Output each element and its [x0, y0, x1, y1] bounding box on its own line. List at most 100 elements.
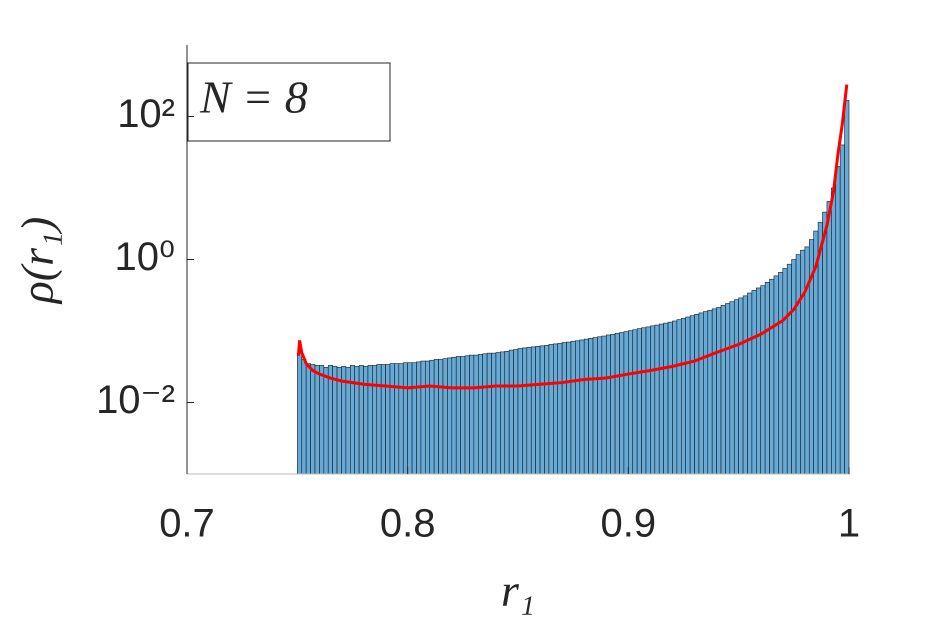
bar — [486, 352, 492, 475]
annotation: N = 8 — [199, 72, 308, 123]
bar — [380, 364, 386, 475]
y-axis-label: ρ(r₁) — [12, 217, 63, 306]
bar — [425, 360, 431, 475]
annotation-box — [187, 62, 391, 142]
bar — [654, 324, 660, 475]
bar — [786, 263, 792, 475]
bar — [685, 316, 691, 475]
bar — [707, 309, 713, 475]
bar — [623, 331, 629, 475]
bar — [323, 367, 329, 475]
plot-area — [296, 84, 850, 475]
bar — [464, 355, 470, 475]
bar — [641, 327, 647, 475]
bar — [389, 363, 395, 475]
bar — [769, 278, 775, 475]
bar — [407, 362, 413, 475]
x-tick-label: 0.8 — [380, 502, 436, 546]
bar — [822, 211, 828, 475]
bar — [800, 249, 806, 475]
bar — [297, 352, 303, 475]
bar — [680, 318, 687, 475]
bar — [703, 311, 709, 475]
bar — [451, 356, 457, 475]
bar — [632, 329, 638, 475]
bar — [469, 354, 475, 475]
bar — [672, 320, 678, 475]
bar — [747, 292, 753, 475]
bar — [778, 272, 784, 475]
bar — [711, 308, 717, 475]
bar — [570, 340, 576, 475]
bar — [773, 275, 779, 475]
y-tick-label: 10² — [117, 92, 175, 136]
bar — [725, 303, 731, 475]
bar — [367, 365, 373, 475]
bar — [835, 166, 841, 475]
bar — [332, 366, 338, 475]
bar — [601, 335, 607, 475]
bar — [553, 343, 559, 475]
bar — [764, 281, 770, 475]
bar — [310, 364, 316, 475]
x-tick-label: 0.9 — [601, 502, 657, 546]
bar — [733, 299, 739, 475]
bar — [416, 361, 422, 475]
bar — [760, 285, 766, 475]
bar — [482, 353, 488, 475]
bar — [491, 352, 497, 475]
bar — [605, 334, 611, 475]
bar — [504, 351, 510, 475]
bar — [477, 354, 483, 475]
bar — [402, 362, 408, 475]
bar — [442, 358, 448, 475]
bar — [667, 321, 673, 475]
bar — [376, 364, 382, 475]
bar — [782, 268, 788, 475]
bar — [831, 187, 837, 475]
bar — [756, 287, 762, 475]
bar — [720, 305, 726, 475]
bar — [663, 322, 669, 475]
bar — [429, 359, 435, 475]
bar — [438, 359, 444, 475]
bar — [579, 339, 585, 475]
bar — [508, 349, 514, 475]
bar — [548, 344, 554, 475]
bar — [636, 328, 642, 475]
bar — [398, 363, 404, 475]
bar — [628, 330, 634, 475]
bar — [500, 351, 506, 475]
bar — [495, 352, 501, 475]
bar — [610, 333, 616, 475]
bar — [698, 312, 704, 475]
bar — [658, 323, 664, 475]
bar — [716, 307, 722, 475]
bar — [694, 314, 700, 475]
bar — [526, 347, 532, 475]
bar — [327, 365, 333, 475]
bar — [738, 297, 744, 475]
bar — [363, 366, 369, 475]
bar — [557, 343, 563, 475]
bar — [689, 315, 695, 475]
bar — [729, 301, 735, 475]
bar — [561, 342, 567, 475]
bar — [535, 346, 541, 475]
bar — [826, 201, 832, 475]
bar — [795, 254, 801, 475]
bar — [597, 336, 603, 475]
bar — [614, 332, 620, 475]
bar — [539, 345, 545, 475]
bar — [530, 346, 536, 475]
x-axis-label: r₁ — [501, 565, 535, 616]
bar — [420, 360, 426, 475]
bar — [742, 295, 748, 475]
bar — [336, 367, 342, 475]
bar — [588, 338, 594, 475]
bar — [385, 364, 391, 475]
bar — [517, 348, 523, 475]
bar — [473, 354, 479, 475]
bar — [839, 144, 845, 475]
